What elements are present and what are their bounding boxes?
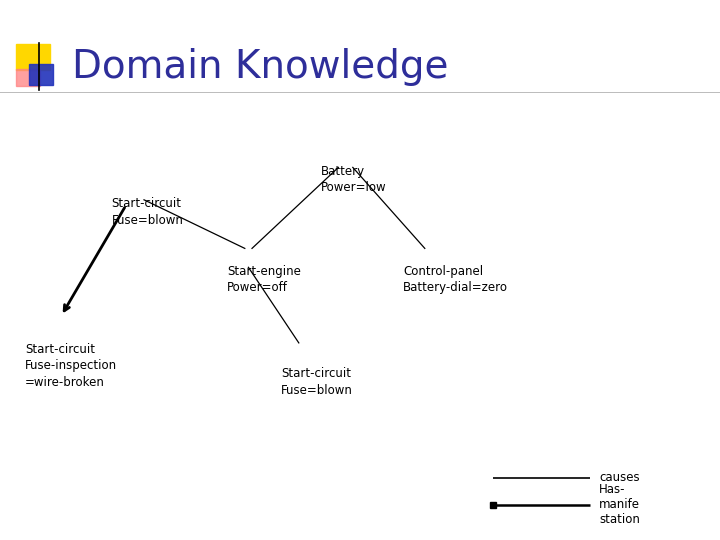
Text: Start-circuit
Fuse=blown: Start-circuit Fuse=blown [281, 367, 353, 397]
Bar [29, 64, 53, 85]
Text: causes: causes [599, 471, 639, 484]
Text: Has-
manife
station: Has- manife station [599, 483, 640, 526]
Bar [16, 44, 50, 70]
Text: Start-engine
Power=off: Start-engine Power=off [227, 265, 301, 294]
Text: Start-circuit
Fuse=blown: Start-circuit Fuse=blown [112, 197, 184, 227]
Text: Battery
Power=low: Battery Power=low [320, 165, 386, 194]
Text: Domain Knowledge: Domain Knowledge [72, 48, 449, 86]
Text: Start-circuit
Fuse-inspection
=wire-broken: Start-circuit Fuse-inspection =wire-brok… [25, 343, 117, 389]
Bar [16, 69, 40, 86]
Text: Control-panel
Battery-dial=zero: Control-panel Battery-dial=zero [403, 265, 508, 294]
